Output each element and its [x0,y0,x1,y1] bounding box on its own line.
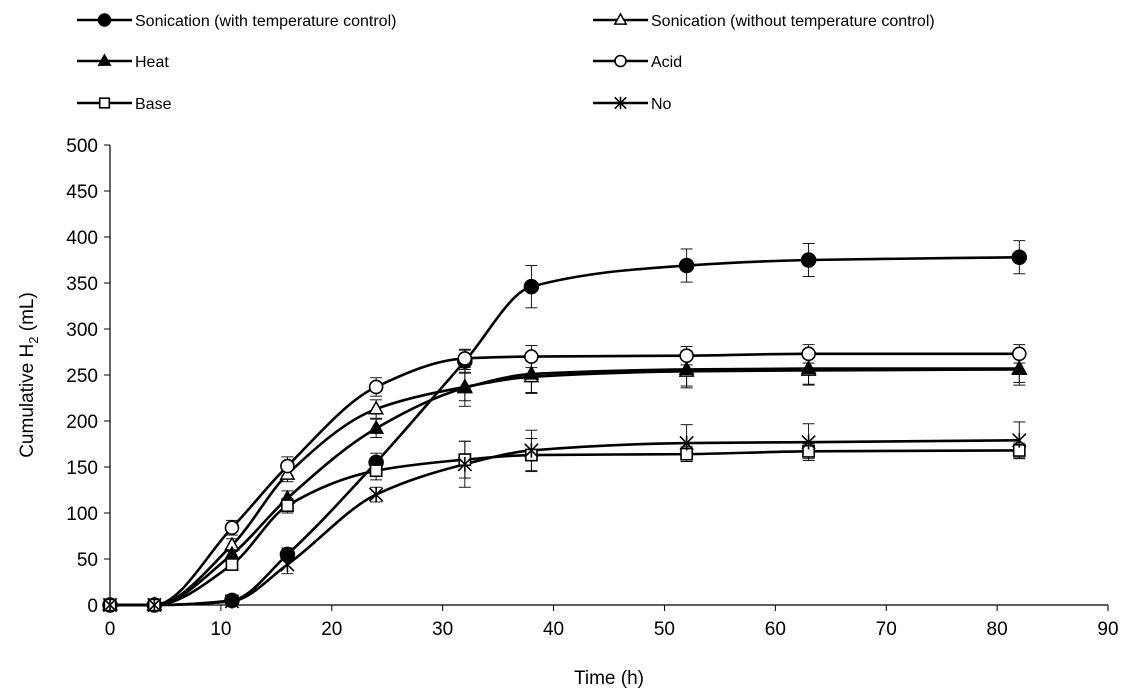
error-bars [225,240,1026,605]
data-point [800,252,817,268]
y-axis-label-suffix: (mL) [17,292,38,336]
data-point [368,400,385,415]
data-point [678,257,695,274]
data-point [679,435,694,451]
series-line-1 [110,368,1020,607]
legend-entry: Sonication (without temperature control) [593,12,935,30]
data-point [456,379,473,394]
data-point [98,97,111,109]
y-tick-label: 200 [66,412,98,433]
data-point [523,278,540,295]
series-line-5 [110,439,1020,607]
series-line-3 [110,352,1020,607]
x-tick-label: 0 [105,619,116,640]
legend-label: No [651,96,672,113]
data-point [97,53,112,66]
data-point [224,520,240,536]
data-point [678,360,695,375]
x-tick-label: 80 [987,619,1008,640]
data-point [801,434,816,450]
data-point [280,557,295,572]
data-point [801,346,816,362]
tick-labels: 0 10 20 30 40 50 60 70 80 90 0 50 100 150 200 250 300 350… [66,136,1118,640]
data-point [523,365,540,380]
data-point [524,443,539,458]
data-point [224,594,240,609]
data-point [614,96,627,110]
data-point [280,458,295,474]
series-line-2 [110,367,1020,607]
y-axis-label-subscript: 2 [26,337,41,344]
data-point [147,597,162,613]
data-point [369,464,383,478]
legend-entry: Base [77,96,172,113]
data-point [524,349,539,364]
legend-entry: Heat [77,53,169,71]
legend-entry: Sonication (with temperature control) [77,13,396,30]
legend-label: Sonication (without temperature control) [651,13,935,30]
data-point [281,499,294,513]
x-tick-label: 90 [1097,619,1118,640]
series-line-0 [110,255,1020,607]
y-tick-label: 150 [66,458,98,479]
y-axis-label-prefix: Cumulative H [17,344,38,458]
y-axis-label: Cumulative H2 (mL) [17,292,41,458]
x-tick-label: 20 [321,619,342,640]
legend-label: Heat [135,54,169,71]
data-point [614,54,627,68]
y-tick-label: 100 [66,504,98,525]
data-point [368,487,384,502]
data-point [457,456,473,472]
data-point [613,12,628,25]
data-point [368,379,384,395]
data-point [102,597,118,613]
legend: Sonication (with temperature control) Son… [77,12,935,113]
legend-label: Sonication (with temperature control) [135,13,396,30]
data-point [368,419,385,434]
axes [104,144,1109,611]
data-point [1012,433,1027,448]
data-markers [102,249,1028,613]
data-point [1011,346,1027,362]
data-point [1011,249,1028,265]
legend-label: Base [135,96,172,113]
x-tick-label: 30 [432,619,453,640]
y-tick-label: 350 [66,274,98,295]
data-point [225,558,239,571]
legend-label: Acid [651,54,682,71]
data-point [457,351,473,366]
data-point [679,348,694,363]
data-point [1011,359,1028,375]
x-tick-label: 40 [543,619,564,640]
y-tick-label: 400 [66,228,98,249]
y-tick-label: 0 [87,596,98,617]
x-axis-label: Time (h) [574,668,644,689]
y-tick-label: 500 [66,136,98,157]
y-tick-label: 300 [66,320,98,341]
y-tick-label: 450 [66,182,98,203]
x-tick-label: 60 [765,619,786,640]
data-point [97,13,112,27]
legend-entry: Acid [593,54,682,71]
data-point [800,359,817,375]
x-tick-label: 50 [654,619,675,640]
x-tick-label: 10 [210,619,231,640]
x-tick-label: 70 [876,619,897,640]
y-tick-label: 50 [77,550,98,571]
legend-entry: No [593,96,672,113]
series-lines [110,255,1020,607]
y-tick-label: 250 [66,366,98,387]
plot-area [102,240,1028,613]
